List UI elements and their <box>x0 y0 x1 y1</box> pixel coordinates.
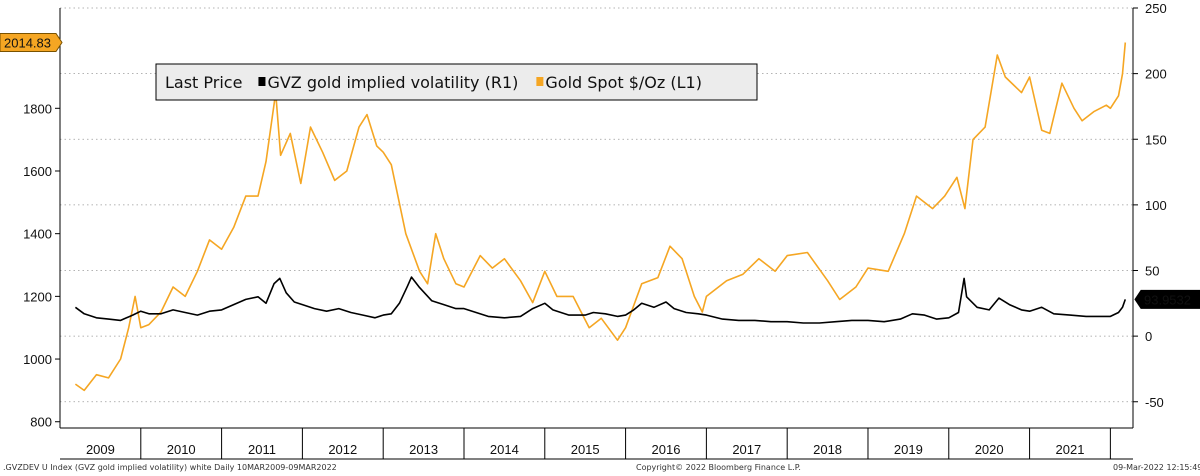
series-layer <box>74 42 1127 392</box>
legend-swatch-gold <box>536 77 544 86</box>
left-tick-label: 1600 <box>23 164 52 179</box>
year-label: 2013 <box>409 442 438 457</box>
gvz-last-value-badge: 93.9532 <box>1134 289 1200 309</box>
year-label: 2012 <box>328 442 357 457</box>
year-label: 2020 <box>975 442 1004 457</box>
badge-label: 93.9532 <box>1144 292 1191 307</box>
right-tick-label: 250 <box>1145 1 1167 16</box>
legend-box <box>155 63 758 101</box>
left-tick-label: 1400 <box>23 227 52 242</box>
gold-spot-line <box>74 42 1127 392</box>
badge-shape <box>1134 289 1200 309</box>
right-tick-label: 50 <box>1145 264 1159 279</box>
right-tick-label: 200 <box>1145 67 1167 82</box>
last-value-badges: 2014.83 93.9532 <box>0 32 1200 309</box>
gold-last-value-badge: 2014.83 <box>0 32 63 52</box>
legend: Last Price GVZ gold implied volatility (R… <box>155 63 758 101</box>
legend-entry-gold: Gold Spot $/Oz (L1) <box>545 73 702 92</box>
legend-swatch-gvz <box>258 77 266 86</box>
gvz-volatility-line <box>74 276 1127 324</box>
left-tick-label: 1200 <box>23 289 52 304</box>
year-label: 2019 <box>894 442 923 457</box>
badge-label: 2014.83 <box>4 35 51 50</box>
left-tick-label: 1800 <box>23 101 52 116</box>
axes <box>55 7 1138 460</box>
year-label: 2015 <box>571 442 600 457</box>
right-tick-label: 150 <box>1145 132 1167 147</box>
year-label: 2009 <box>86 442 115 457</box>
footer-source: .GVZDEV U Index (GVZ gold implied volati… <box>3 463 337 472</box>
year-label: 2018 <box>813 442 842 457</box>
left-tick-label: 800 <box>30 415 52 430</box>
year-label: 2016 <box>652 442 681 457</box>
right-tick-label: 0 <box>1145 329 1152 344</box>
badge-shape <box>0 32 63 52</box>
year-label: 2017 <box>732 442 761 457</box>
right-tick-label: -50 <box>1145 395 1164 410</box>
year-label: 2011 <box>248 442 276 457</box>
year-label: 2021 <box>1056 442 1085 457</box>
left-tick-label: 1000 <box>23 352 52 367</box>
footer-timestamp: 09-Mar-2022 12:15:49 <box>1113 463 1200 472</box>
right-tick-label: 100 <box>1145 198 1167 213</box>
year-label: 2010 <box>167 442 196 457</box>
tick-labels: -50 0 50 100 150 200 250 800 1000 1200 1400 1600 180… <box>23 1 1167 457</box>
year-label: 2014 <box>490 442 519 457</box>
legend-title: Last Price <box>165 73 242 92</box>
footer-copyright: Copyright© 2022 Bloomberg Finance L.P. <box>636 463 801 472</box>
legend-entry-gvz: GVZ gold implied volatility (R1) <box>267 73 518 92</box>
